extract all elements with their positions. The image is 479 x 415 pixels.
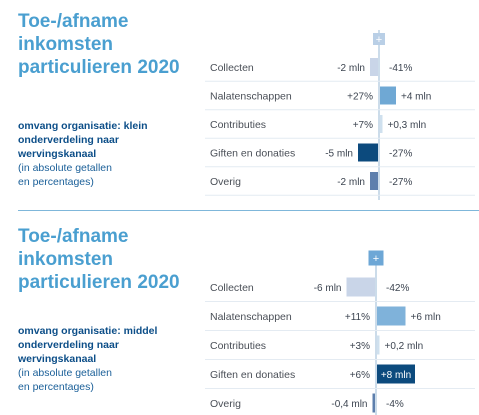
value-label: +0,3 mln (388, 120, 427, 131)
category-label: Giften en donaties (210, 148, 295, 160)
category-label: Giften en donaties (210, 369, 295, 381)
percentage-label: +7% (353, 120, 373, 131)
category-label: Collecten (210, 282, 254, 294)
subtitle-bold: omvang organisatie: middel (18, 325, 158, 337)
percentage-label: +3% (350, 341, 370, 352)
subtitle-bold: omvang organisatie: klein (18, 120, 148, 132)
percentage-label: -42% (386, 283, 409, 294)
chart-subtitle: omvang organisatie: middel onderverdelin… (18, 324, 193, 394)
category-label: Collecten (210, 62, 254, 74)
bar (380, 115, 383, 133)
bar (346, 277, 375, 297)
category-label: Contributies (210, 340, 266, 352)
subtitle-line: onderverdeling naar (18, 339, 119, 351)
subtitle-note: (in absolute getallen (18, 162, 112, 174)
value-label: +0,2 mln (385, 341, 424, 352)
chart-panel-klein: Toe-/afname inkomsten particulieren 2020… (0, 0, 479, 211)
percentage-label: +11% (345, 312, 370, 323)
percentage-label: -41% (389, 63, 412, 74)
bar (370, 58, 378, 76)
subtitle-note: en percentages) (18, 381, 94, 393)
value-label: -2 mln (337, 63, 365, 74)
value-label: -6 mln (314, 283, 342, 294)
category-label: Nalatenschappen (210, 311, 292, 323)
bar (370, 172, 378, 190)
bar (372, 393, 375, 413)
value-label: +4 mln (401, 92, 431, 103)
value-label: -5 mln (325, 149, 353, 160)
bar (377, 306, 406, 326)
percentage-label: +6% (350, 370, 370, 381)
subtitle-note: (in absolute getallen (18, 367, 112, 379)
percentage-label: -4% (386, 399, 404, 410)
chart-panel-middel: Toe-/afname inkomsten particulieren 2020… (0, 215, 479, 415)
subtitle-line: wervingskanaal (18, 148, 97, 160)
panel-divider (18, 210, 479, 211)
chart-subtitle: omvang organisatie: klein onderverdeling… (18, 119, 193, 189)
plus-box-icon (368, 250, 384, 266)
category-label: Nalatenschappen (210, 91, 292, 103)
category-label: Contributies (210, 119, 266, 131)
value-label: +6 mln (411, 312, 441, 323)
subtitle-note: en percentages) (18, 176, 94, 188)
percentage-label: -27% (389, 177, 412, 188)
plus-box-icon (373, 33, 385, 45)
value-label: +8 mln (381, 370, 411, 381)
plus-label: + (376, 34, 382, 46)
percentage-label: +27% (347, 92, 373, 103)
bar (377, 364, 415, 384)
category-label: Overig (210, 176, 241, 188)
bar (380, 86, 396, 105)
plus-label: + (373, 253, 379, 265)
bar (358, 143, 378, 162)
category-label: Overig (210, 398, 241, 410)
subtitle-line: wervingskanaal (18, 353, 97, 365)
bar-chart-middel: + Collecten -6 mln -42% Nalatenschappen +6 ml… (205, 250, 475, 415)
chart-title: Toe-/afname inkomsten particulieren 2020 (18, 226, 180, 293)
chart-title: Toe-/afname inkomsten particulieren 2020 (18, 11, 180, 78)
percentage-label: -27% (389, 149, 412, 160)
subtitle-line: onderverdeling naar (18, 134, 119, 146)
bar (377, 335, 380, 355)
bar-chart-klein: + Collecten -2 mln -41% Nalatenschappen +4 ml… (205, 30, 475, 200)
value-label: -0,4 mln (331, 399, 367, 410)
value-label: -2 mln (337, 177, 365, 188)
